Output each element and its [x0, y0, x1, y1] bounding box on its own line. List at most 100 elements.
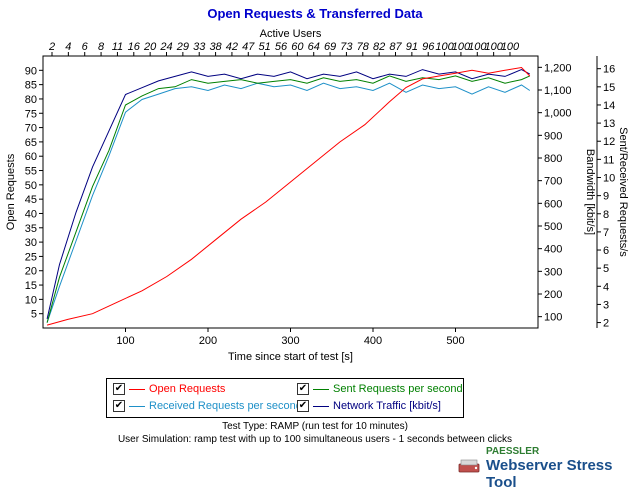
top-tick-label: 8 [98, 41, 105, 53]
legend-checkbox[interactable]: ✔ [113, 400, 125, 412]
y-right1-tick-label: 800 [544, 153, 562, 165]
y-right2-tick-label: 7 [603, 227, 609, 239]
series-sent-requests-per-second [46, 75, 531, 323]
top-axis-label: Active Users [260, 28, 322, 40]
y-left-tick-label: 15 [25, 280, 37, 292]
legend-label-open-requests: Open Requests [149, 383, 226, 395]
top-tick-label: 100 [468, 41, 487, 53]
y-left-tick-label: 85 [25, 80, 37, 92]
legend-item-received-requests[interactable]: ✔ Received Requests per second [113, 398, 302, 414]
top-tick-label: 16 [128, 41, 141, 53]
legend-checkbox[interactable]: ✔ [113, 383, 125, 395]
x-axis-label: Time since start of test [s] [228, 351, 353, 363]
y-left-tick-label: 80 [25, 94, 37, 106]
y-left-tick-label: 55 [25, 166, 37, 178]
y-left-tick-label: 35 [25, 223, 37, 235]
chart-area: 100 200 300 400 500 Time since start of test … [5, 28, 629, 363]
y-right2-tick-label: 10 [603, 172, 615, 184]
legend-label-received-requests: Received Requests per second [149, 400, 302, 412]
y-left-axis-label: Open Requests [5, 153, 17, 230]
top-tick-label: 73 [340, 41, 353, 53]
legend-checkbox[interactable]: ✔ [297, 383, 309, 395]
logo-brand-text: PAESSLER [486, 446, 540, 457]
top-tick-label: 29 [176, 41, 189, 53]
y-right2-tick-label: 4 [603, 281, 609, 293]
y-left-tick-label: 75 [25, 108, 37, 120]
series-network-traffic-kbit-s [46, 69, 531, 320]
top-tick-label: 47 [242, 41, 255, 53]
y-right2-tick-label: 6 [603, 245, 609, 257]
x-tick-label: 300 [281, 335, 299, 347]
top-tick-label: 38 [209, 41, 222, 53]
y-right1-tick-label: 900 [544, 130, 562, 142]
y-right2-tick-label: 15 [603, 82, 615, 94]
y-right2-tick-label: 3 [603, 299, 609, 311]
top-tick-label: 100 [452, 41, 471, 53]
top-tick-label: 96 [422, 41, 435, 53]
y-right1-tick-label: 600 [544, 198, 562, 210]
y-right2-tick-label: 12 [603, 136, 615, 148]
top-tick-label: 100 [501, 41, 520, 53]
top-tick-label: 100 [484, 41, 503, 53]
y-right2-tick-label: 14 [603, 100, 615, 112]
y-right1-tick-label: 300 [544, 266, 562, 278]
x-tick-label: 200 [199, 335, 217, 347]
legend-item-network-traffic[interactable]: ✔ Network Traffic [kbit/s] [297, 398, 441, 414]
y-right2-axis-label: Sent/Received Requests/s [617, 127, 629, 257]
top-tick-label: 6 [82, 41, 89, 53]
top-tick-label: 60 [291, 41, 304, 53]
top-tick-label: 69 [324, 41, 336, 53]
legend-swatch [313, 405, 329, 407]
axes: 100 200 300 400 500 Time since start of test … [5, 28, 629, 363]
top-tick-label: 11 [112, 41, 123, 53]
y-left-tick-label: 60 [25, 151, 37, 163]
legend-swatch [129, 405, 145, 407]
top-tick-label: 64 [308, 41, 320, 53]
top-tick-label: 42 [226, 41, 238, 53]
y-left-tick-label: 50 [25, 180, 37, 192]
y-left-tick-label: 30 [25, 237, 37, 249]
top-tick-label: 87 [389, 41, 402, 53]
y-right2-tick-label: 2 [603, 318, 609, 330]
y-left-tick-label: 10 [25, 294, 37, 306]
top-tick-label: 56 [275, 41, 288, 53]
legend-checkbox[interactable]: ✔ [297, 400, 309, 412]
y-left-tick-label: 70 [25, 123, 37, 135]
y-left-tick-label: 65 [25, 137, 37, 149]
paessler-logo: PAESSLER Webserver Stress Tool [458, 446, 626, 491]
paessler-logo-icon [458, 459, 480, 473]
legend: ✔ Open Requests ✔ Sent Requests per seco… [106, 378, 464, 418]
y-left-tick-label: 45 [25, 194, 37, 206]
top-tick-label: 82 [373, 41, 385, 53]
top-tick-label: 4 [65, 41, 71, 53]
legend-swatch [313, 388, 329, 390]
y-right1-tick-label: 500 [544, 221, 562, 233]
x-tick-label: 500 [446, 335, 464, 347]
top-tick-label: 78 [357, 41, 370, 53]
y-right2-tick-label: 11 [603, 154, 614, 166]
y-right2-tick-label: 5 [603, 263, 609, 275]
y-right2-tick-label: 16 [603, 64, 615, 76]
legend-swatch [129, 388, 145, 390]
y-right1-tick-label: 200 [544, 289, 562, 301]
y-right1-tick-label: 400 [544, 244, 562, 256]
y-right1-axis-label: Bandwidth [kbit/s] [584, 149, 596, 235]
series-open-requests [46, 66, 531, 326]
top-tick-label: 2 [48, 41, 55, 53]
chart-title: Open Requests & Transferred Data [207, 6, 423, 21]
y-right1-tick-label: 1,200 [544, 62, 572, 74]
y-right1-tick-label: 700 [544, 176, 562, 188]
y-right2-tick-label: 9 [603, 191, 609, 203]
series-received-requests-per-second [46, 82, 531, 323]
y-right1-tick-label: 1,100 [544, 85, 572, 97]
y-left-tick-label: 90 [25, 65, 37, 77]
y-left-tick-label: 20 [25, 266, 37, 278]
legend-item-sent-requests[interactable]: ✔ Sent Requests per second [297, 381, 463, 397]
y-right1-tick-label: 1,000 [544, 108, 572, 120]
y-left-tick-label: 25 [25, 251, 37, 263]
legend-item-open-requests[interactable]: ✔ Open Requests [113, 381, 225, 397]
footer-user-simulation: User Simulation: ramp test with up to 10… [117, 434, 513, 445]
logo-product-text: Webserver Stress Tool [486, 457, 613, 491]
top-tick-label: 20 [143, 41, 157, 53]
x-tick-label: 400 [364, 335, 382, 347]
